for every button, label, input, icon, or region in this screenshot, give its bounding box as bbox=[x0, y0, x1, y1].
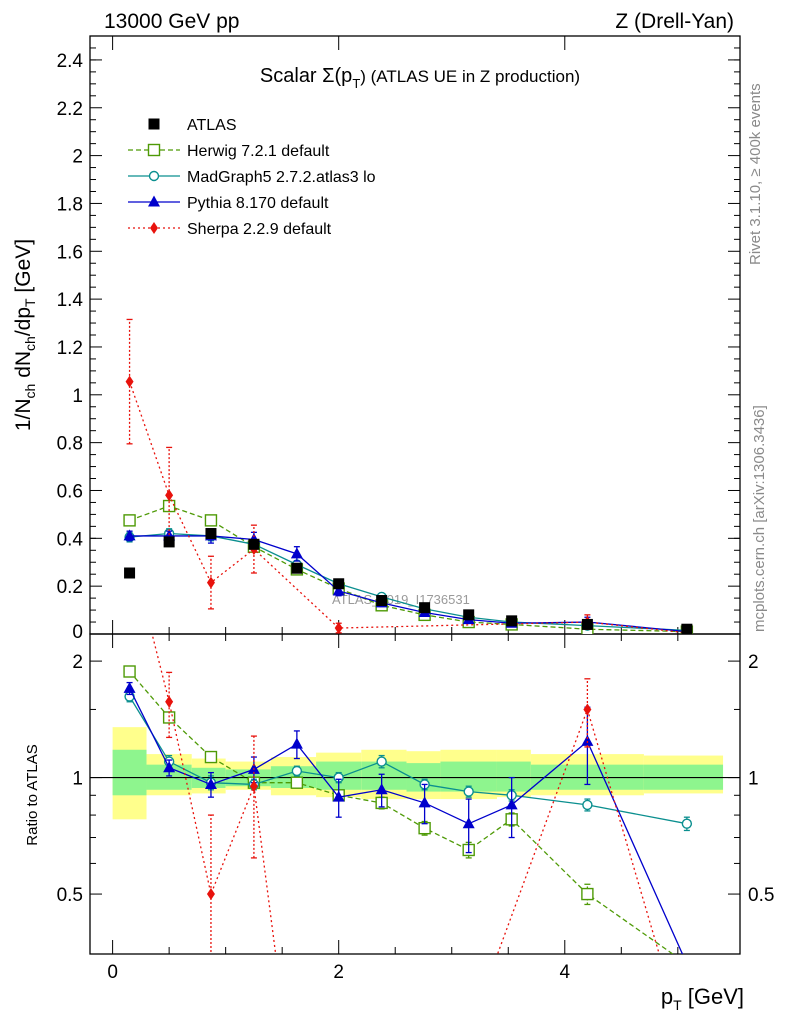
main-ytick-label: 2.4 bbox=[57, 51, 84, 72]
series-1-ratio-line bbox=[129, 671, 674, 954]
main-series bbox=[123, 318, 694, 634]
series-0-main-point bbox=[419, 602, 431, 614]
xtick-label: 4 bbox=[559, 962, 570, 983]
legend-marker-2 bbox=[148, 170, 160, 182]
main-ytick-label: 2 bbox=[72, 147, 83, 168]
main-ytick-label: 1.8 bbox=[57, 194, 83, 215]
series-3-ratio-point bbox=[163, 761, 176, 773]
legend-marker-4 bbox=[150, 222, 158, 234]
series-0-main-point bbox=[681, 623, 693, 634]
legend-label-2: MadGraph5 2.7.2.atlas3 lo bbox=[187, 169, 376, 186]
series-1-ratio-point bbox=[581, 887, 594, 901]
ratio-ytick-label: 0.5 bbox=[57, 885, 83, 906]
series-0-main-point bbox=[581, 618, 593, 630]
series-3-main-point bbox=[290, 547, 303, 559]
series-4-ratio-point bbox=[583, 703, 592, 716]
legend-marker-0 bbox=[148, 118, 160, 130]
main-ytick-label: 0.8 bbox=[57, 434, 83, 455]
main-ytick-label: 1.2 bbox=[57, 338, 83, 359]
series-3-main-point bbox=[123, 529, 136, 541]
series-4-ratio-point bbox=[249, 780, 258, 793]
series-4-ratio-point bbox=[165, 695, 174, 708]
ratio-ytick-label-right: 2 bbox=[748, 652, 759, 673]
ratio-series bbox=[123, 634, 693, 954]
process-label: Z (Drell-Yan) bbox=[615, 10, 734, 33]
series-3-ratio-point bbox=[290, 737, 303, 749]
legend-label-0: ATLAS bbox=[187, 117, 237, 134]
series-4-main-point bbox=[206, 576, 215, 589]
rivet-label: Rivet 3.1.10, ≥ 400k events bbox=[747, 83, 764, 265]
legend-marker-3 bbox=[148, 195, 160, 207]
band-green-9 bbox=[496, 761, 531, 792]
x-axis-label: pT [GeV] bbox=[661, 984, 744, 1013]
series-3-ratio-point bbox=[123, 681, 136, 693]
legend-marker-1 bbox=[147, 143, 161, 157]
plot-title: Scalar Σ(pT) (ATLAS UE in Z production) bbox=[260, 65, 580, 91]
series-4-main-point bbox=[165, 489, 174, 502]
series-2-ratio-point bbox=[681, 818, 693, 829]
series-2-ratio-point bbox=[291, 765, 303, 777]
series-1-ratio-point bbox=[290, 776, 304, 789]
ratio-ytick-label: 1 bbox=[72, 769, 83, 790]
main-ytick-label: 0.2 bbox=[57, 577, 83, 598]
series-0-main-point bbox=[248, 538, 260, 550]
series-1-ratio-point bbox=[204, 750, 218, 764]
uncertainty-bands bbox=[112, 727, 724, 820]
series-3-ratio-point bbox=[375, 783, 388, 795]
main-ytick-label: 1.6 bbox=[57, 242, 83, 263]
series-3-ratio-point bbox=[204, 777, 217, 789]
series-4-main-point bbox=[125, 375, 134, 388]
series-4-ratio-point bbox=[206, 888, 215, 901]
series-3-ratio-point bbox=[505, 798, 518, 810]
series-0-main-point bbox=[124, 567, 136, 579]
series-2-ratio-point bbox=[582, 799, 593, 811]
series-2-ratio-point bbox=[376, 756, 387, 767]
main-ytick-label: 0.6 bbox=[57, 481, 83, 502]
series-0-main-point bbox=[376, 595, 388, 607]
series-2-ratio-point bbox=[463, 786, 474, 797]
series-3-ratio-line bbox=[128, 688, 684, 954]
main-y-axis-label: 1/Nch dNch/dpT [GeV] bbox=[12, 239, 38, 431]
series-0-main-point bbox=[506, 615, 518, 627]
series-1-main-point bbox=[204, 514, 218, 527]
axis-ticks: 0.2 0.4 0.6 0.8 1 1.2 1.4 1.6 1.8 2 2.2 2.4 0 0.5 0.5 1… bbox=[57, 35, 774, 983]
series-4-ratio-line bbox=[151, 634, 660, 954]
series-1-ratio-point bbox=[123, 665, 136, 678]
xtick-label: 0 bbox=[107, 962, 118, 983]
ratio-panel-frame bbox=[89, 633, 741, 955]
series-3-ratio-point bbox=[581, 734, 594, 746]
main-ytick-label: 0.4 bbox=[57, 529, 84, 550]
legend-label-3: Pythia 8.170 default bbox=[187, 195, 329, 212]
series-0-main-point bbox=[291, 562, 303, 574]
energy-label: 13000 GeV pp bbox=[104, 10, 239, 33]
main-ytick-label: 2.2 bbox=[57, 99, 83, 120]
xtick-label: 2 bbox=[333, 962, 344, 983]
main-ytick-label: 1 bbox=[72, 386, 83, 407]
legend-label-4: Sherpa 2.2.9 default bbox=[187, 221, 332, 238]
series-3-main-line bbox=[129, 535, 687, 633]
main-ytick-label-zero: 0 bbox=[72, 622, 83, 643]
series-0-main-point bbox=[205, 528, 217, 540]
legend-label-1: Herwig 7.2.1 default bbox=[187, 143, 330, 160]
main-ytick-label: 1.4 bbox=[57, 290, 84, 311]
mcplots-label: mcplots.cern.ch [arXiv:1306.3436] bbox=[751, 405, 768, 632]
series-4-main-point bbox=[334, 622, 343, 634]
ratio-ytick-label-right: 1 bbox=[748, 769, 759, 790]
series-3-ratio-point bbox=[418, 796, 431, 808]
legend: ATLAS Herwig 7.2.1 default MadGraph5 2.7.2… bbox=[128, 117, 376, 238]
band-green-0 bbox=[112, 749, 147, 796]
series-2-ratio-line bbox=[129, 696, 687, 825]
series-0-main-point bbox=[333, 578, 345, 590]
series-1-main-point bbox=[123, 514, 136, 527]
series-3-ratio-point bbox=[332, 790, 345, 802]
ratio-ytick-label-right: 0.5 bbox=[748, 885, 774, 906]
series-0-main-point bbox=[463, 609, 475, 621]
series-0-main-point bbox=[163, 536, 175, 548]
ratio-y-axis-label: Ratio to ATLAS bbox=[24, 744, 41, 845]
series-3-ratio-point bbox=[462, 817, 475, 829]
analysis-watermark: ATLAS_2019_I1736531 bbox=[332, 592, 470, 607]
series-3-main-point bbox=[332, 584, 345, 596]
ratio-ytick-label: 2 bbox=[72, 652, 83, 673]
